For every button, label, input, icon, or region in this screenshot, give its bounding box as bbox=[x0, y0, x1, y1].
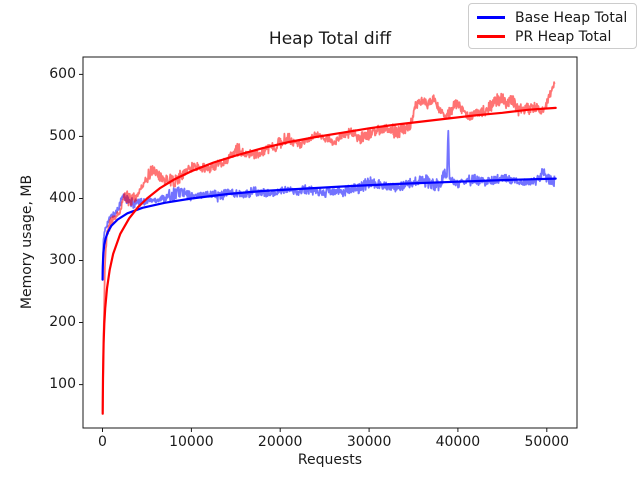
legend-label-pr: PR Heap Total bbox=[515, 28, 612, 45]
axes-frame bbox=[82, 56, 578, 429]
legend-item-base: Base Heap Total bbox=[477, 8, 636, 27]
legend-line-pr bbox=[477, 35, 505, 38]
y-tick-label: 500 bbox=[49, 127, 76, 144]
y-tick-label: 100 bbox=[49, 376, 76, 393]
x-tick-label: 40000 bbox=[435, 434, 481, 450]
y-tick-label: 300 bbox=[49, 252, 76, 268]
legend-item-pr: PR Heap Total bbox=[477, 27, 636, 46]
x-tick-label: 20000 bbox=[257, 434, 303, 450]
x-tick-label: 30000 bbox=[346, 434, 392, 450]
y-tick-label: 400 bbox=[49, 190, 76, 206]
x-tick-label: 0 bbox=[98, 434, 107, 450]
chart-title: Heap Total diff bbox=[268, 29, 392, 49]
y-tick-label: 600 bbox=[49, 65, 76, 82]
x-tick-label: 10000 bbox=[169, 434, 214, 450]
x-tick-label: 50000 bbox=[524, 434, 570, 450]
y-tick-label: 200 bbox=[49, 314, 76, 330]
legend: Base Heap Total PR Heap Total bbox=[468, 3, 637, 49]
series-trend-0 bbox=[101, 177, 557, 281]
series-raw-1 bbox=[101, 81, 556, 411]
legend-line-base bbox=[477, 16, 505, 19]
legend-label-base: Base Heap Total bbox=[515, 9, 628, 26]
x-axis-label: Requests bbox=[297, 452, 363, 468]
series-trend-1 bbox=[101, 106, 557, 415]
